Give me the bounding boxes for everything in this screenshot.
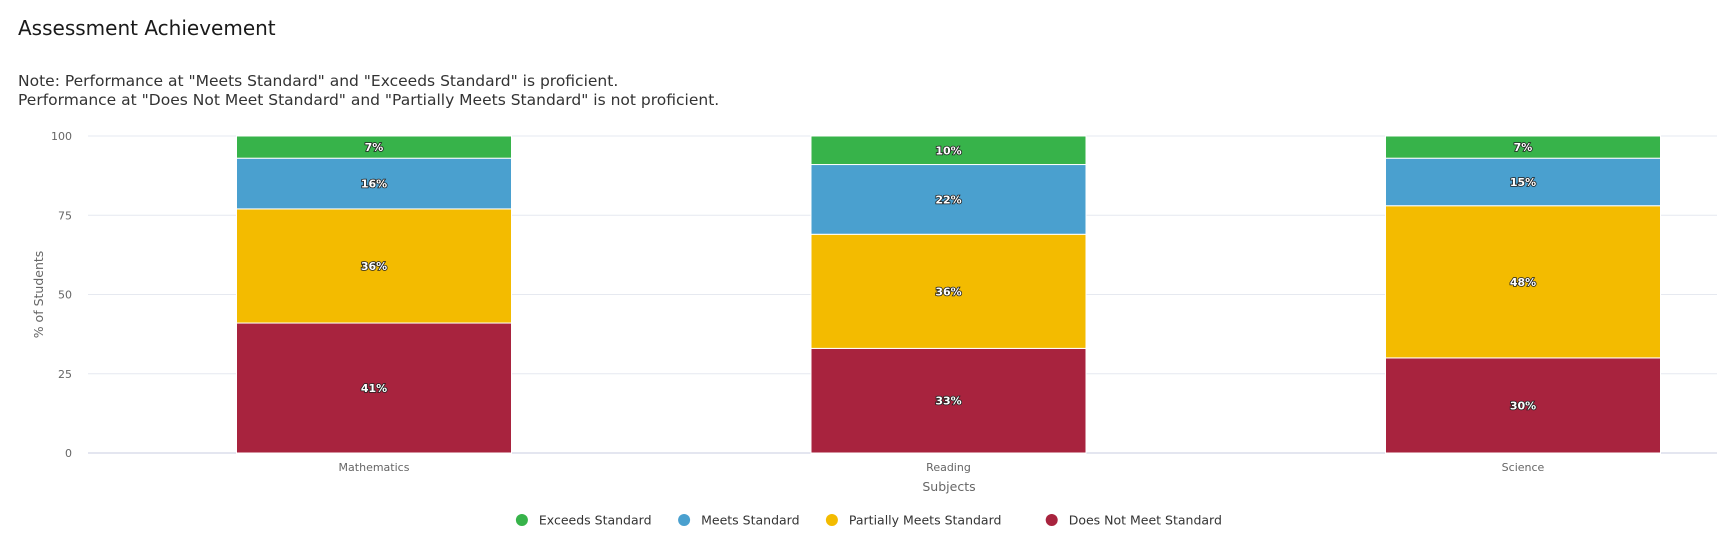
bar-segment[interactable]	[236, 208, 512, 324]
bar-segment[interactable]	[1385, 357, 1661, 454]
legend-item[interactable]: Partially Meets Standard	[825, 513, 1002, 528]
bar-segment[interactable]	[236, 157, 512, 210]
bar-segment[interactable]	[810, 347, 1087, 454]
data-label: 36%	[361, 260, 387, 273]
data-label: 22%	[935, 193, 961, 206]
bar-segment[interactable]	[236, 135, 512, 159]
y-tick-label: 100	[51, 130, 72, 143]
legend-marker	[678, 514, 691, 526]
legend-marker	[1045, 514, 1058, 526]
legend-label: Meets Standard	[701, 513, 799, 528]
legend-label: Does Not Meet Standard	[1069, 513, 1222, 528]
y-tick-label: 75	[58, 209, 72, 222]
bar-segment[interactable]	[810, 135, 1087, 166]
bar-segment[interactable]	[1385, 157, 1661, 207]
bar-segment[interactable]	[810, 233, 1087, 349]
data-label: 7%	[1514, 141, 1533, 154]
bar-segment[interactable]	[1385, 205, 1661, 359]
x-tick-label: Reading	[926, 461, 971, 474]
data-labels: 41% 36% 16% 7% 33% 36% 22% 10% 30% 48% 15% 7%	[360, 140, 1537, 413]
x-tick-label: Mathematics	[339, 461, 410, 474]
y-axis-ticks: 0 25 50 75 100	[51, 130, 72, 460]
data-label: 41%	[361, 382, 387, 395]
page-title: Assessment Achievement	[18, 16, 276, 40]
legend-label: Partially Meets Standard	[849, 513, 1002, 528]
data-label: 16%	[361, 178, 387, 191]
x-tick-label: Science	[1502, 461, 1545, 474]
data-label: 30%	[1510, 399, 1536, 412]
proficiency-note: Note: Performance at "Meets Standard" an…	[18, 72, 719, 110]
x-axis-ticks: Mathematics Reading Science	[339, 461, 1545, 474]
bars	[236, 135, 1661, 454]
data-label: 36%	[935, 285, 961, 298]
legend-label: Exceeds Standard	[539, 513, 652, 528]
legend-item[interactable]: Does Not Meet Standard	[1045, 513, 1222, 528]
data-label: 48%	[1510, 276, 1536, 289]
y-tick-label: 50	[58, 289, 72, 302]
data-label: 33%	[935, 395, 961, 408]
bar-segment[interactable]	[1385, 135, 1661, 159]
y-tick-label: 25	[58, 368, 72, 381]
data-label: 10%	[935, 144, 961, 157]
note-line-1: Note: Performance at "Meets Standard" an…	[18, 72, 619, 90]
legend-marker	[825, 514, 838, 526]
legend[interactable]: Exceeds Standard Meets Standard Partially …	[515, 513, 1222, 528]
legend-item[interactable]: Meets Standard	[678, 513, 800, 528]
bar-segment[interactable]	[810, 164, 1087, 235]
y-axis-title: % of Students	[31, 251, 46, 339]
data-label: 7%	[365, 141, 384, 154]
legend-item[interactable]: Exceeds Standard	[515, 513, 652, 528]
y-tick-label: 0	[65, 447, 72, 460]
x-axis-title: Subjects	[922, 479, 975, 494]
legend-marker	[515, 514, 528, 526]
data-label: 15%	[1510, 176, 1536, 189]
bar-segment[interactable]	[236, 322, 512, 454]
note-line-2: Performance at "Does Not Meet Standard" …	[18, 91, 720, 109]
